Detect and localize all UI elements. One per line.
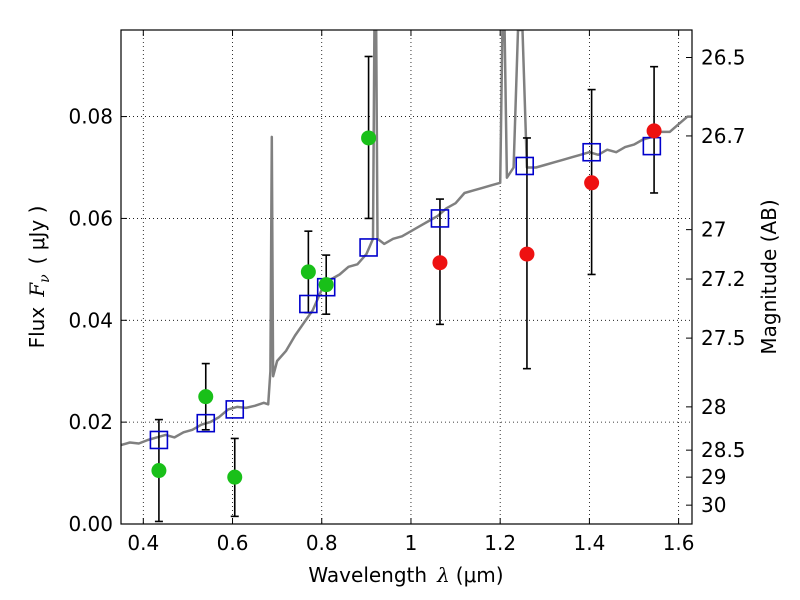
- x-tick-label: 0.6: [217, 531, 249, 555]
- model-flux-square: [430, 209, 450, 228]
- axis-layer: 0.4 0.6 0.8 1 1.2 1.4 1.6 0.00 0.02 0.04 0.06 0.08 2…: [68, 30, 746, 555]
- spectrum-layer: [121, 30, 692, 447]
- model-flux-square: [582, 142, 601, 162]
- observed-flux-point: [361, 130, 377, 146]
- y-axis-unit: ( μJy ): [25, 206, 49, 265]
- observed-flux-point: [646, 123, 662, 139]
- y2-tick-label: 28: [701, 395, 726, 419]
- y2-axis-title: Magnitude (AB): [757, 199, 781, 354]
- model-flux-square: [515, 156, 535, 176]
- observed-flux-point: [584, 175, 600, 191]
- x-tick-label: 0.4: [127, 531, 159, 555]
- observed-flux-point: [519, 246, 535, 262]
- grid-layer: [121, 30, 692, 524]
- spectrum-line: [121, 30, 692, 447]
- y-axis-title: Flux Fν ( μJy ): [25, 206, 53, 349]
- observed-flux-point: [151, 463, 167, 479]
- y2-tick-label: 30: [701, 493, 726, 517]
- y2-tick-label: 27: [701, 218, 726, 242]
- observed-flux-point: [318, 277, 334, 293]
- model-flux-square: [642, 136, 662, 156]
- y-axis-sub: ν: [37, 274, 53, 283]
- y-tick-label: 0.02: [68, 410, 113, 434]
- model-flux-square: [359, 238, 378, 257]
- y-tick-label: 0.06: [68, 206, 113, 230]
- x-tick-label: 1: [405, 531, 418, 555]
- y-tick-label: 0.00: [68, 512, 113, 536]
- observed-flux-point: [300, 264, 316, 280]
- y2-tick-label: 26.7: [701, 124, 746, 148]
- marker-layer: [149, 123, 662, 485]
- model-flux-square: [225, 400, 245, 419]
- x-axis-label: Wavelength: [308, 563, 427, 587]
- plot-frame: [120, 29, 693, 525]
- model-flux-square: [299, 294, 318, 314]
- x-axis-title: Wavelength λ (μm): [308, 563, 503, 587]
- y-axis-label: Flux: [25, 307, 49, 349]
- observed-flux-point: [432, 255, 448, 271]
- y-tick-label: 0.08: [68, 105, 113, 129]
- y2-tick-label: 26.5: [701, 46, 746, 70]
- x-tick-label: 0.8: [306, 531, 338, 555]
- y2-tick-label: 27.5: [701, 326, 746, 350]
- x-tick-label: 1.6: [663, 531, 695, 555]
- x-axis-math: λ: [436, 563, 450, 587]
- model-flux-square: [196, 413, 216, 433]
- y2-tick-label: 27.2: [701, 267, 746, 291]
- y2-tick-label: 29: [701, 465, 726, 489]
- errorbar-layer: [154, 55, 659, 523]
- observed-flux-point: [227, 469, 243, 485]
- y2-tick-label: 28.5: [701, 438, 746, 462]
- x-tick-label: 1.4: [573, 531, 605, 555]
- observed-flux-point: [198, 389, 214, 405]
- y-tick-label: 0.04: [68, 308, 113, 332]
- y-axis-math: F: [25, 282, 49, 298]
- x-tick-label: 1.2: [484, 531, 516, 555]
- x-axis-unit: (μm): [456, 563, 504, 587]
- model-flux-square: [149, 430, 169, 450]
